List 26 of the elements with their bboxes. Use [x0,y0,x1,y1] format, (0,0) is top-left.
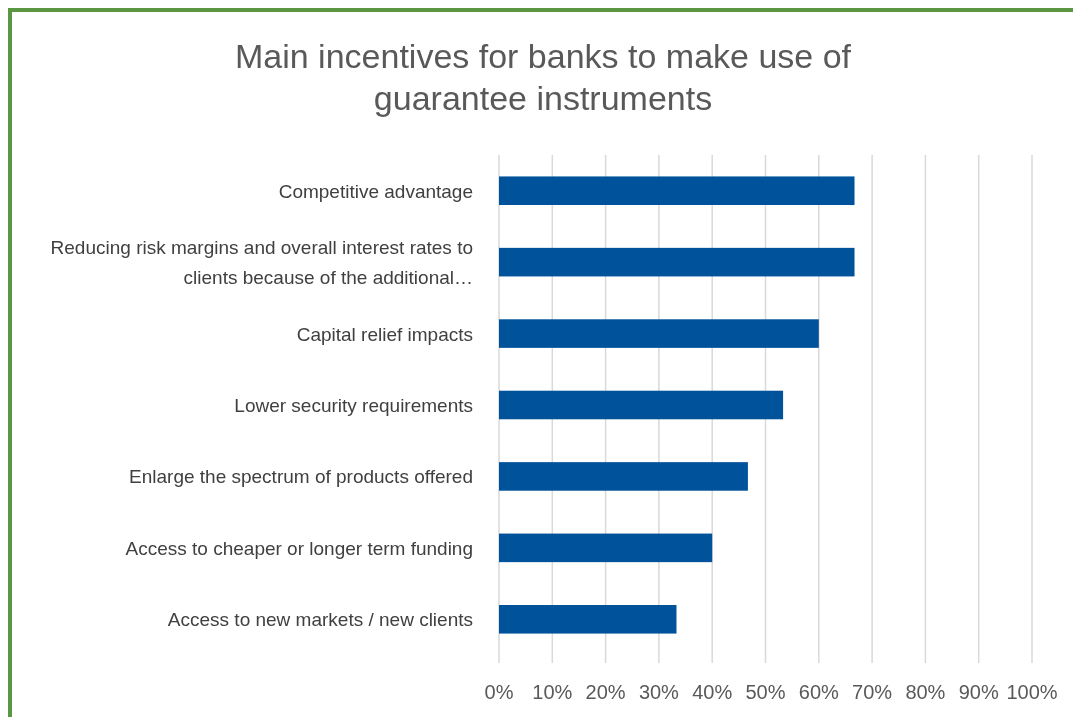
bar [499,462,748,491]
bar [499,247,855,277]
x-tick-label: 40% [692,681,733,703]
x-tick-label: 60% [798,681,840,703]
x-tick-label: 70% [852,681,893,703]
bar [499,390,784,420]
bar [499,533,713,563]
y-tick-label: Competitive advantage [278,180,473,202]
x-tick-label: 90% [958,681,999,703]
y-tick-label: Enlarge the spectrum of products offered [129,466,473,488]
bar [499,176,855,205]
x-tick-label: 10% [532,681,573,703]
x-tick-label: 80% [905,681,946,703]
y-tick-label: Access to cheaper or longer term funding [125,537,473,559]
y-tick-label: Lower security requirements [234,395,473,416]
chart-title: Main incentives for banks to make use of guarantee instruments [234,37,852,117]
bar [499,605,677,634]
y-tick-label: Reducing risk margins and overall interest rates to clients because of the additional… [50,237,473,289]
y-tick-label: Access to new markets / new clients [167,609,473,631]
x-tick-label: 50% [745,681,786,703]
x-tick-label: 30% [638,681,680,703]
x-tick-label: 20% [585,681,626,703]
x-tick-label: 0% [484,681,514,703]
x-tick-label: 100% [1006,681,1058,703]
bar [499,319,819,348]
y-tick-label: Capital relief impacts [296,323,473,345]
